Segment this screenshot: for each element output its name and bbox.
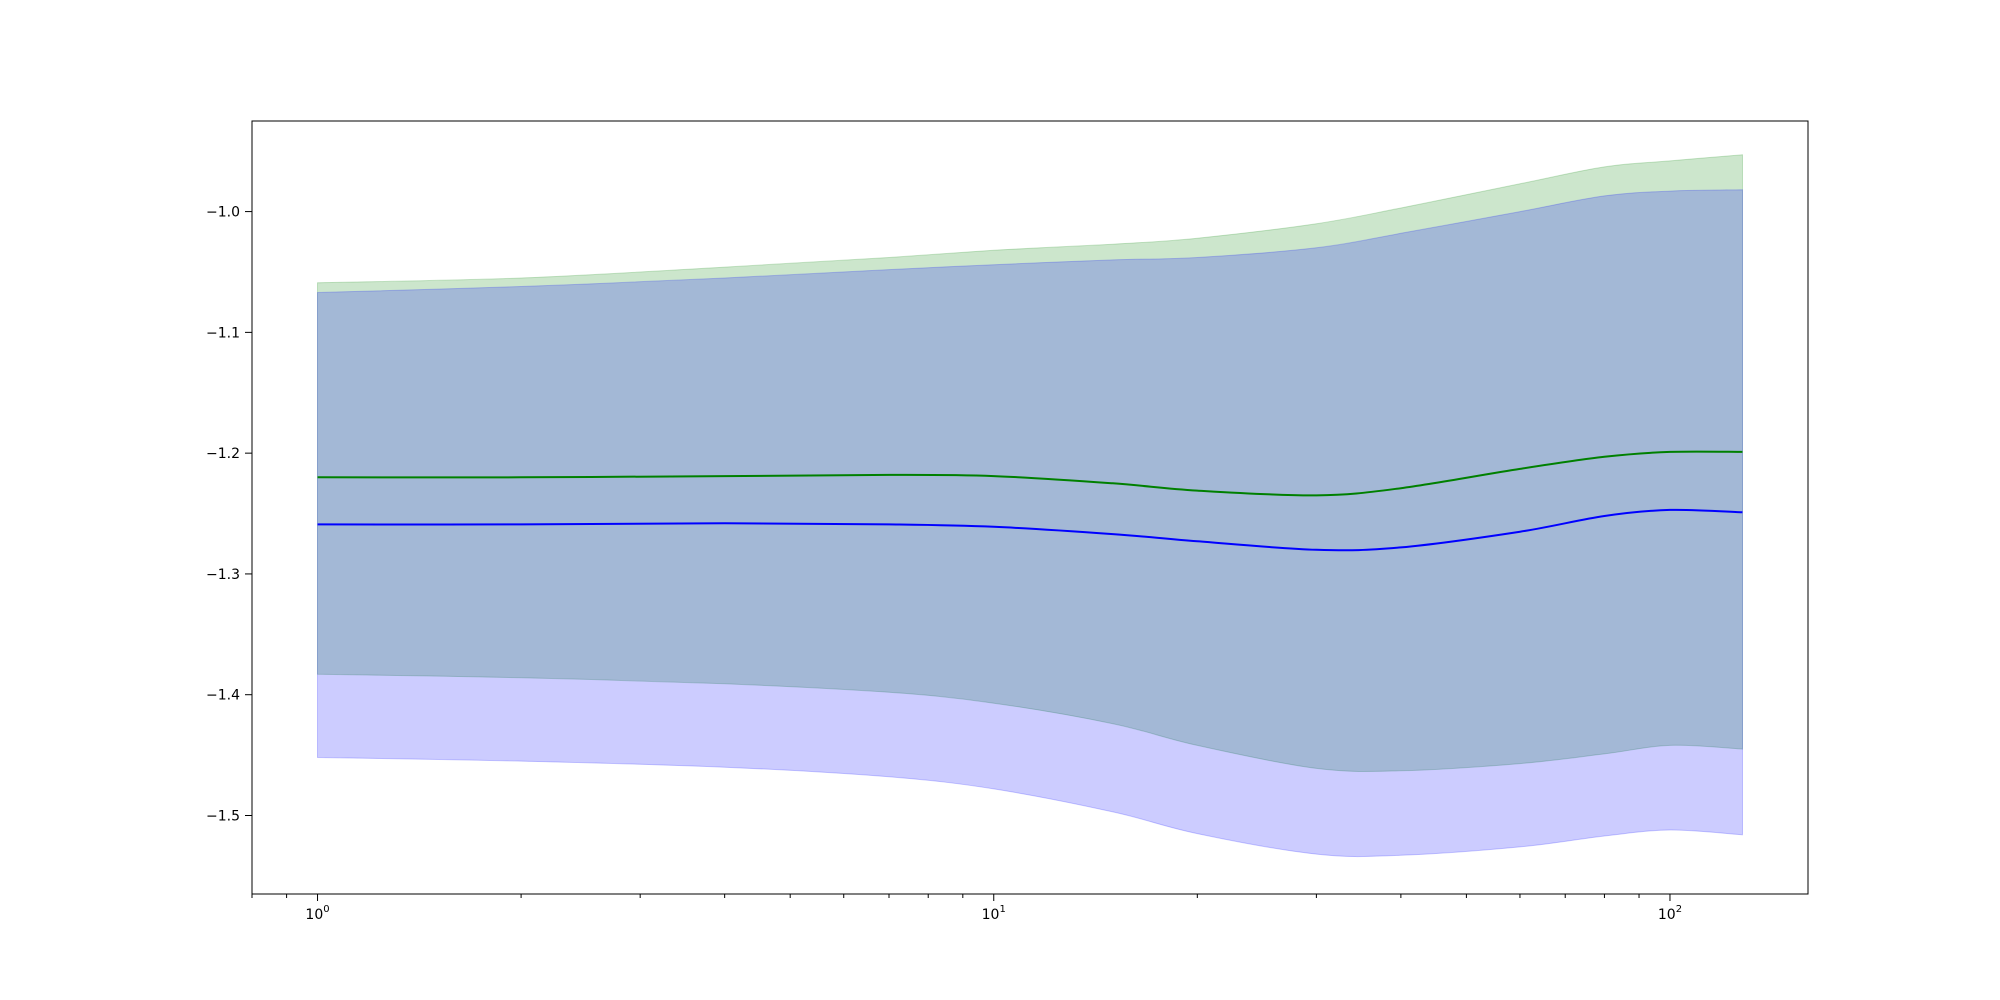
plot-area-frame [251,120,1809,895]
y-tick-label: −1.2 [206,446,240,462]
x-tick-label: 102 [1658,904,1682,923]
y-tick-label: −1.5 [206,808,240,824]
y-axis: −1.0 −1.1 −1.2 −1.3 −1.4 −1.5 [206,205,252,824]
x-tick-label: 101 [982,904,1006,923]
y-tick-label: −1.1 [206,325,240,341]
x-axis: 100 101 102 [251,894,1682,923]
series-1-band [317,154,1743,773]
y-tick-label: −1.4 [206,688,240,704]
confidence-bands [317,154,1743,858]
series-2-line [317,508,1743,552]
series-2-band [317,189,1743,858]
series-1-line [317,450,1743,497]
series-lines [317,450,1743,552]
y-tick-label: −1.3 [206,567,240,583]
y-tick-label: −1.0 [206,205,240,221]
x-tick-label: 100 [305,904,329,923]
